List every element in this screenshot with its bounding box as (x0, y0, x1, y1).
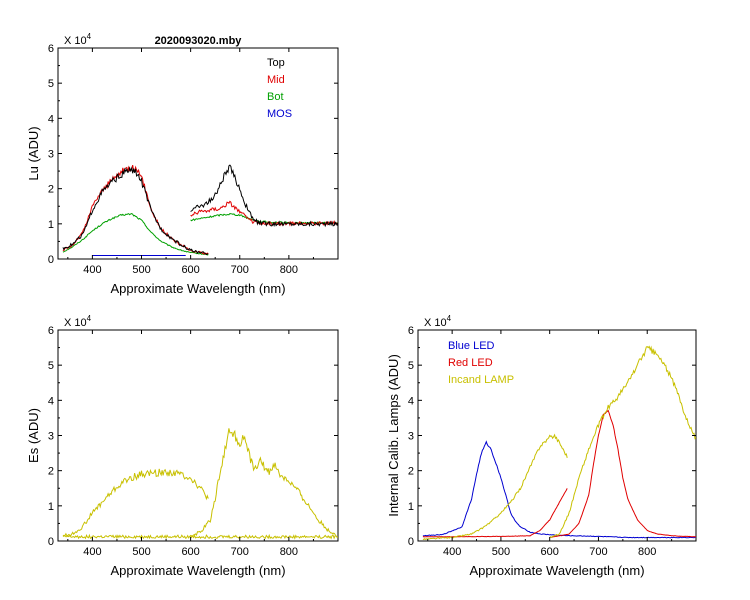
series-es-line (62, 533, 338, 540)
legend-entry-incand-lamp: Incand LAMP (448, 374, 514, 386)
y-tick-label: 6 (48, 43, 54, 55)
series-bot-line (62, 213, 209, 256)
y-multiplier: X 104 (64, 314, 92, 329)
x-tick-label: 400 (443, 546, 461, 558)
y-axis-label: Lu (ADU) (26, 126, 41, 180)
x-tick-label: 500 (492, 546, 510, 558)
x-axis-label: Approximate Wavelength (nm) (110, 281, 285, 296)
series-es-line (190, 428, 336, 537)
y-multiplier-exp: 4 (87, 314, 92, 323)
x-tick-label: 400 (83, 546, 101, 558)
y-multiplier-exp: 4 (87, 32, 92, 41)
legend-entry-mid: Mid (267, 74, 285, 86)
series-incand-lamp-line (549, 345, 696, 539)
y-multiplier: X 104 (424, 314, 452, 329)
y-multiplier-base: X 10 (64, 35, 87, 47)
y-tick-label: 3 (48, 431, 54, 443)
series-blue-led-line (422, 440, 696, 539)
series-top-line (62, 166, 209, 256)
plot-frame (57, 47, 339, 260)
x-tick-label: 600 (541, 546, 559, 558)
legend-entry-red-led: Red LED (448, 357, 493, 369)
y-tick-label: 1 (48, 219, 54, 231)
x-tick-label: 400 (83, 264, 101, 276)
x-tick-label: 700 (589, 546, 607, 558)
series-top-line (190, 164, 338, 228)
y-tick-label: 0 (48, 536, 54, 548)
y-tick-label: 3 (408, 431, 414, 443)
x-tick-label: 800 (638, 546, 656, 558)
series-incand-lamp-line (422, 433, 568, 541)
x-tick-label: 500 (132, 264, 150, 276)
y-tick-label: 1 (408, 501, 414, 513)
y-tick-label: 0 (48, 254, 54, 266)
series-group (62, 428, 338, 540)
y-multiplier-exp: 4 (447, 314, 452, 323)
series-es-line (62, 468, 209, 537)
series-red-led-line (549, 409, 696, 538)
series-mid-line (190, 200, 338, 227)
y-multiplier: X 104 (64, 32, 92, 47)
y-multiplier-base: X 10 (424, 317, 447, 329)
y-tick-label: 5 (48, 360, 54, 372)
x-axis-label: Approximate Wavelength (nm) (469, 563, 644, 578)
plot-frame (57, 329, 339, 542)
y-tick-label: 4 (48, 395, 54, 407)
y-tick-label: 0 (408, 536, 414, 548)
x-tick-label: 800 (280, 264, 298, 276)
y-tick-label: 3 (48, 149, 54, 161)
series-group (422, 345, 696, 541)
y-tick-label: 4 (408, 395, 414, 407)
y-axis-label: Es (ADU) (26, 408, 41, 463)
series-mid-line (62, 164, 209, 255)
legend-entry-blue-led: Blue LED (448, 340, 495, 352)
x-tick-label: 600 (181, 546, 199, 558)
legend-entry-top: Top (267, 57, 285, 69)
y-tick-label: 2 (48, 466, 54, 478)
y-multiplier-base: X 10 (64, 317, 87, 329)
y-tick-label: 1 (48, 501, 54, 513)
x-axis-label: Approximate Wavelength (nm) (110, 563, 285, 578)
x-tick-label: 700 (231, 264, 249, 276)
y-tick-label: 4 (48, 113, 54, 125)
x-tick-label: 500 (132, 546, 150, 558)
x-tick-label: 700 (231, 546, 249, 558)
x-tick-label: 600 (181, 264, 199, 276)
y-tick-label: 2 (48, 184, 54, 196)
legend-entry-mos: MOS (267, 108, 292, 120)
x-tick-label: 800 (280, 546, 298, 558)
legend-entry-bot: Bot (267, 91, 284, 103)
y-tick-label: 2 (408, 466, 414, 478)
y-tick-label: 5 (48, 78, 54, 90)
y-tick-label: 5 (408, 360, 414, 372)
series-red-led-line (422, 488, 568, 538)
y-tick-label: 6 (408, 325, 414, 337)
y-tick-label: 6 (48, 325, 54, 337)
y-axis-label: Internal Calib. Lamps (ADU) (386, 354, 401, 517)
chart-title: 2020093020.mby (155, 35, 243, 47)
series-group (62, 164, 338, 256)
